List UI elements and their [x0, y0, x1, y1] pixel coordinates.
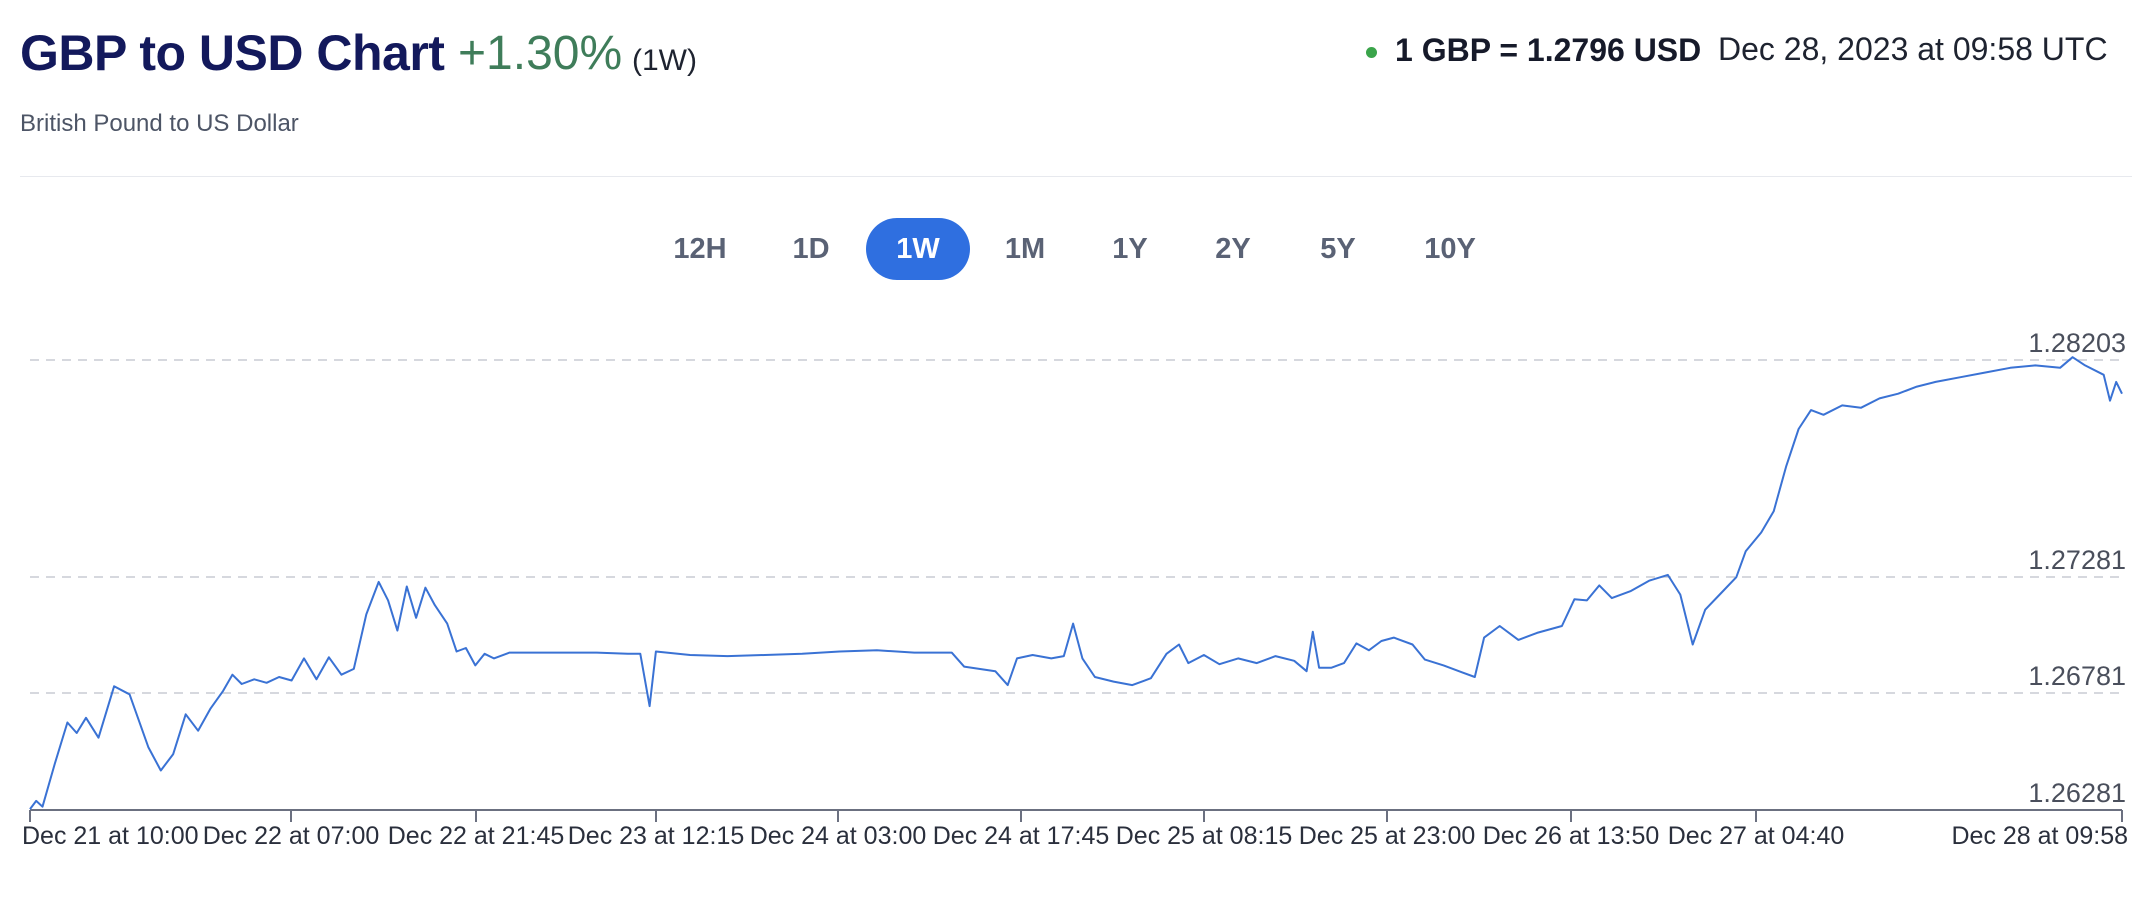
x-tick-label: Dec 22 at 07:00 — [203, 822, 380, 850]
percent-change: +1.30% — [458, 27, 623, 80]
rate-series-line — [29, 356, 2123, 810]
header-divider — [20, 176, 2132, 177]
x-tick-label: Dec 25 at 23:00 — [1299, 822, 1476, 850]
x-tick-label: Dec 24 at 03:00 — [750, 822, 927, 850]
tab-1w[interactable]: 1W — [866, 218, 970, 280]
x-tick-label: Dec 26 at 13:50 — [1483, 822, 1660, 850]
x-tick-label: Dec 27 at 04:40 — [1668, 822, 1845, 850]
current-rate: 1 GBP = 1.2796 USD — [1395, 32, 1702, 68]
tab-2y[interactable]: 2Y — [1215, 233, 1251, 265]
y-tick-label: 1.27281 — [2028, 545, 2126, 575]
y-tick-label: 1.28203 — [2028, 328, 2126, 358]
x-tick-label: Dec 24 at 17:45 — [933, 822, 1110, 850]
tab-5y[interactable]: 5Y — [1320, 233, 1356, 265]
change-period: (1W) — [632, 44, 697, 77]
chart-subtitle: British Pound to US Dollar — [20, 110, 299, 137]
tab-1d[interactable]: 1D — [792, 233, 830, 265]
tab-12h[interactable]: 12H — [673, 233, 727, 265]
x-tick-label: Dec 23 at 12:15 — [568, 822, 745, 850]
x-tick-label: Dec 25 at 08:15 — [1116, 822, 1293, 850]
x-tick-label: Dec 28 at 09:58 — [1951, 822, 2128, 850]
chart-title: GBP to USD Chart — [20, 25, 445, 81]
rate-timestamp: Dec 28, 2023 at 09:58 UTC — [1718, 31, 2108, 67]
y-tick-label: 1.26781 — [2028, 661, 2126, 691]
tab-1m[interactable]: 1M — [1004, 233, 1046, 265]
x-tick-label: Dec 22 at 21:45 — [388, 822, 565, 850]
timeframe-tabs: 12H 1D 1W 1M 1Y 2Y 5Y 10Y — [0, 218, 2156, 280]
tab-1y[interactable]: 1Y — [1112, 233, 1148, 265]
tab-10y[interactable]: 10Y — [1424, 233, 1476, 265]
y-tick-label: 1.26281 — [2028, 778, 2126, 808]
x-tick-label: Dec 21 at 10:00 — [22, 822, 199, 850]
live-status-dot — [1366, 47, 1377, 58]
